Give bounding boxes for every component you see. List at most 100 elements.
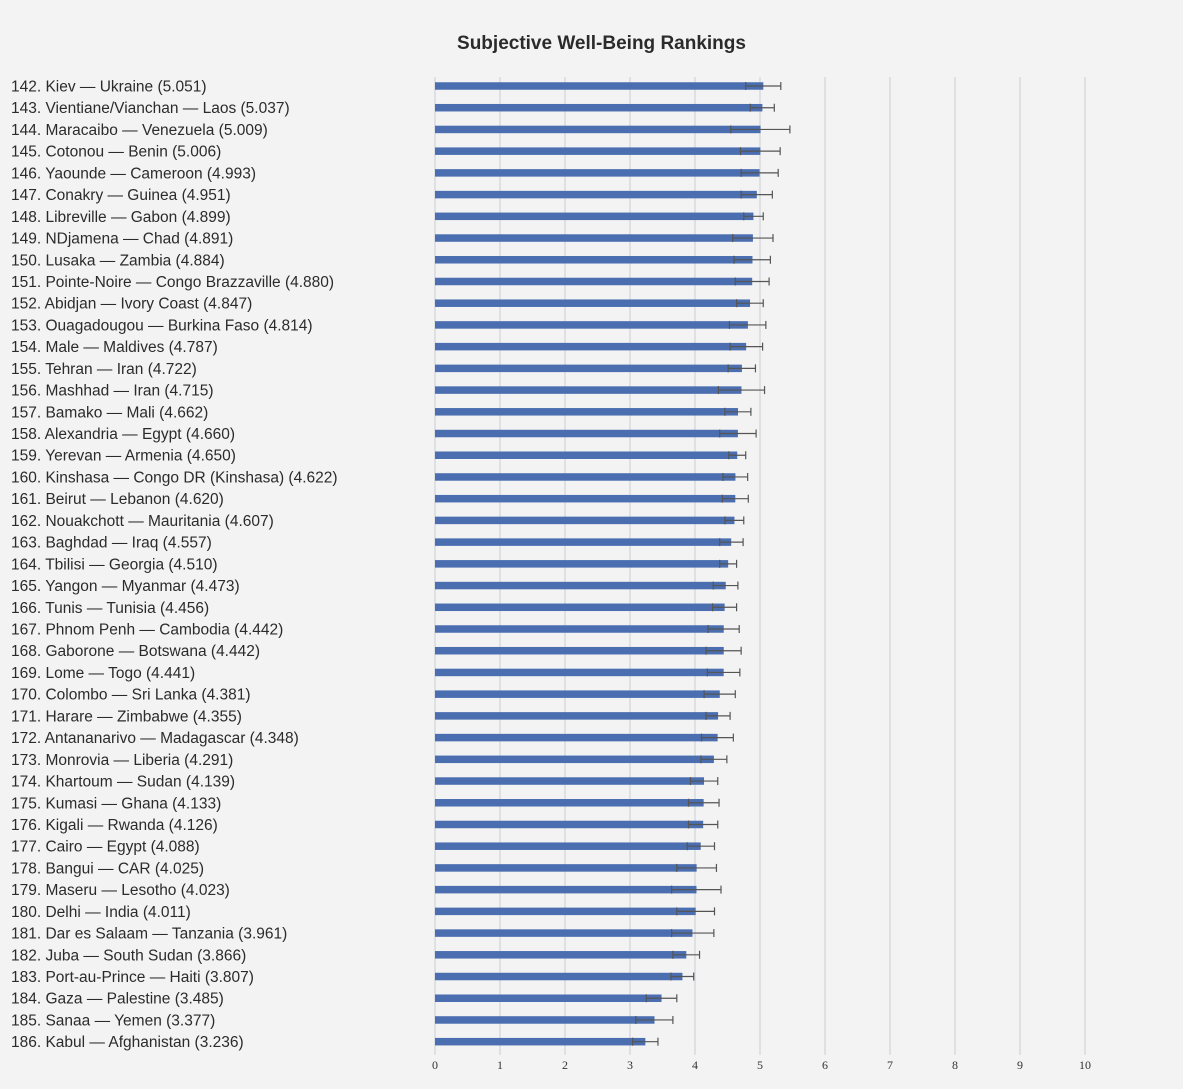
- error-bar: [687, 820, 719, 829]
- bar: [435, 799, 704, 807]
- x-tick-label: 8: [952, 1058, 958, 1072]
- row-label: 149. NDjamena — Chad (4.891): [11, 231, 233, 248]
- row-label: 166. Tunis — Tunisia (4.456): [11, 600, 209, 617]
- row-label: 180. Delhi — India (4.011): [11, 904, 191, 921]
- error-bar: [727, 364, 757, 373]
- row-label: 147. Conakry — Guinea (4.951): [11, 187, 231, 204]
- bar: [435, 972, 683, 981]
- error-bar: [717, 386, 766, 395]
- bar: [435, 820, 704, 829]
- error-bar: [728, 451, 747, 460]
- bar: [435, 494, 736, 503]
- row-label: 169. Lome — Togo (4.441): [11, 665, 195, 682]
- bar: [435, 581, 726, 590]
- error-bar: [735, 299, 764, 308]
- row-labels: 142. Kiev — Ukraine (5.051) 143. Vientian…: [11, 79, 338, 1052]
- bar: [435, 342, 747, 351]
- row-label: 179. Maseru — Lesotho (4.023): [11, 882, 230, 899]
- row-label: 172. Antananarivo — Madagascar (4.348): [11, 730, 299, 747]
- bar: [435, 364, 742, 373]
- bar: [435, 125, 761, 134]
- row-label: 143. Vientiane/Vianchan — Laos (5.037): [11, 100, 290, 117]
- bar: [435, 516, 735, 525]
- error-bar: [670, 929, 715, 938]
- bar: [435, 560, 729, 568]
- error-bar: [670, 972, 695, 981]
- bar: [435, 408, 739, 416]
- error-bar: [728, 320, 767, 329]
- x-tick-label: 6: [822, 1058, 828, 1072]
- error-bar: [705, 646, 742, 655]
- bar: [435, 82, 764, 90]
- bar: [435, 473, 736, 481]
- bars: [435, 82, 764, 1046]
- error-bar: [722, 472, 749, 481]
- bar: [435, 386, 742, 394]
- x-axis-ticks: 0 1 2 3 4 5 6 7 8 9 10: [432, 1058, 1091, 1072]
- error-bar: [740, 190, 773, 199]
- error-bar: [719, 559, 738, 568]
- error-bar: [712, 581, 739, 590]
- bar: [435, 169, 760, 177]
- error-bar: [734, 277, 770, 286]
- row-label: 167. Phnom Penh — Cambodia (4.442): [11, 622, 283, 639]
- error-bar: [700, 733, 734, 742]
- bar: [435, 212, 754, 221]
- row-label: 160. Kinshasa — Congo DR (Kinshasa) (4.6…: [11, 469, 338, 486]
- bar: [435, 1016, 655, 1024]
- row-label: 168. Gaborone — Botswana (4.442): [11, 643, 260, 660]
- error-bar: [724, 516, 745, 525]
- error-bar: [749, 103, 775, 112]
- row-label: 182. Juba — South Sudan (3.866): [11, 947, 246, 964]
- bar: [435, 907, 696, 916]
- error-bar: [706, 668, 741, 677]
- row-label: 186. Kabul — Afghanistan (3.236): [11, 1034, 244, 1051]
- error-bar: [672, 950, 701, 959]
- error-bar: [732, 234, 774, 243]
- row-label: 154. Male — Maldives (4.787): [11, 339, 218, 356]
- error-bar: [676, 907, 716, 916]
- row-label: 176. Kigali — Rwanda (4.126): [11, 817, 218, 834]
- row-label: 175. Kumasi — Ghana (4.133): [11, 795, 221, 812]
- error-bar: [707, 625, 740, 633]
- x-tick-label: 3: [627, 1058, 633, 1072]
- row-label: 151. Pointe-Noire — Congo Brazzaville (4…: [11, 274, 334, 291]
- bar: [435, 690, 720, 698]
- bar: [435, 777, 705, 785]
- bar: [435, 256, 753, 264]
- bar: [435, 712, 719, 720]
- row-label: 174. Khartoum — Sudan (4.139): [11, 774, 235, 791]
- row-label: 161. Beirut — Lebanon (4.620): [11, 491, 224, 508]
- x-tick-label: 2: [562, 1058, 568, 1072]
- x-tick-label: 1: [497, 1058, 503, 1072]
- bar: [435, 842, 701, 850]
- bar: [435, 755, 714, 764]
- bar: [435, 951, 687, 959]
- row-label: 144. Maracaibo — Venezuela (5.009): [11, 122, 268, 139]
- row-label: 158. Alexandria — Egypt (4.660): [11, 426, 235, 443]
- x-tick-label: 4: [692, 1058, 698, 1072]
- bar: [435, 994, 662, 1002]
- row-label: 162. Nouakchott — Mauritania (4.607): [11, 513, 274, 530]
- row-label: 157. Bamako — Mali (4.662): [11, 404, 208, 421]
- row-label: 178. Bangui — CAR (4.025): [11, 860, 204, 877]
- bar: [435, 451, 738, 459]
- error-bar: [740, 168, 779, 177]
- row-label: 183. Port-au-Prince — Haiti (3.807): [11, 969, 254, 986]
- error-bar: [743, 212, 764, 221]
- error-bar: [686, 842, 716, 851]
- error-bar: [635, 1015, 674, 1024]
- error-bar: [730, 125, 791, 134]
- error-bar: [700, 755, 728, 764]
- bar: [435, 147, 761, 155]
- bar: [435, 733, 718, 742]
- row-label: 181. Dar es Salaam — Tanzania (3.961): [11, 926, 287, 943]
- error-bar: [687, 798, 720, 807]
- row-label: 155. Tehran — Iran (4.722): [11, 361, 197, 378]
- x-tick-label: 0: [432, 1058, 438, 1072]
- bar: [435, 929, 693, 937]
- error-bar: [703, 690, 736, 699]
- row-label: 171. Harare — Zimbabwe (4.355): [11, 708, 242, 725]
- row-label: 153. Ouagadougou — Burkina Faso (4.814): [11, 317, 313, 334]
- row-label: 156. Mashhad — Iran (4.715): [11, 383, 213, 400]
